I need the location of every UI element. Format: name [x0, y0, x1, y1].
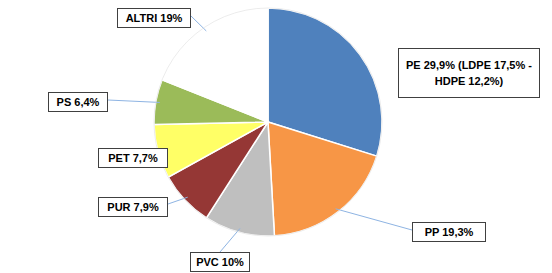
data-label: ALTRI 19%	[117, 8, 191, 28]
pie-slice	[268, 122, 377, 236]
data-label: PVC 10%	[190, 252, 250, 272]
pie-slice	[154, 122, 268, 177]
data-label: PP 19,3%	[412, 222, 486, 242]
leader-line	[191, 16, 206, 31]
data-label: PET 7,7%	[98, 148, 168, 168]
leader-line	[168, 197, 188, 204]
leader-line	[336, 209, 412, 230]
data-label: PS 6,4%	[48, 92, 108, 112]
pie-outline	[154, 8, 382, 236]
data-label: PUR 7,9%	[98, 197, 168, 217]
slices	[154, 8, 382, 236]
leader-line	[108, 100, 160, 102]
data-label: PE 29,9% (LDPE 17,5% - HDPE 12,2%)	[398, 48, 540, 98]
